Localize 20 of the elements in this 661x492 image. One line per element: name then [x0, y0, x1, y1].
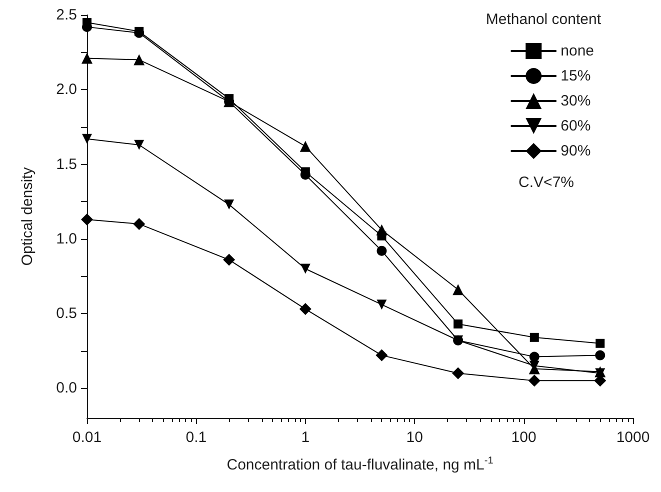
y-tick-label: 1.0: [56, 230, 77, 248]
x-tick-label: 1000: [616, 429, 650, 446]
y-tick-label: 2.0: [56, 81, 77, 98]
y-axis-title: Optical density: [19, 166, 36, 266]
y-tick-label: 2.5: [56, 6, 77, 24]
y-tick-label: 1.5: [56, 156, 77, 173]
x-tick-label: 0.1: [186, 429, 207, 446]
y-tick-label: 0.0: [56, 380, 77, 397]
x-tick-label: 10: [406, 429, 423, 446]
legend-title: Methanol content: [486, 11, 602, 28]
x-tick-label: 1: [301, 429, 310, 446]
legend-label: none: [560, 42, 594, 60]
y-tick-label: 0.5: [56, 305, 77, 322]
legend-label: 60%: [560, 118, 591, 134]
x-tick-label: 0.01: [72, 429, 102, 446]
x-tick-label: 100: [511, 429, 536, 446]
legend-label: 30%: [560, 92, 591, 110]
legend-label: 15%: [560, 68, 591, 84]
legend-label: 90%: [560, 142, 591, 160]
annotation: C.V<7%: [518, 174, 574, 191]
